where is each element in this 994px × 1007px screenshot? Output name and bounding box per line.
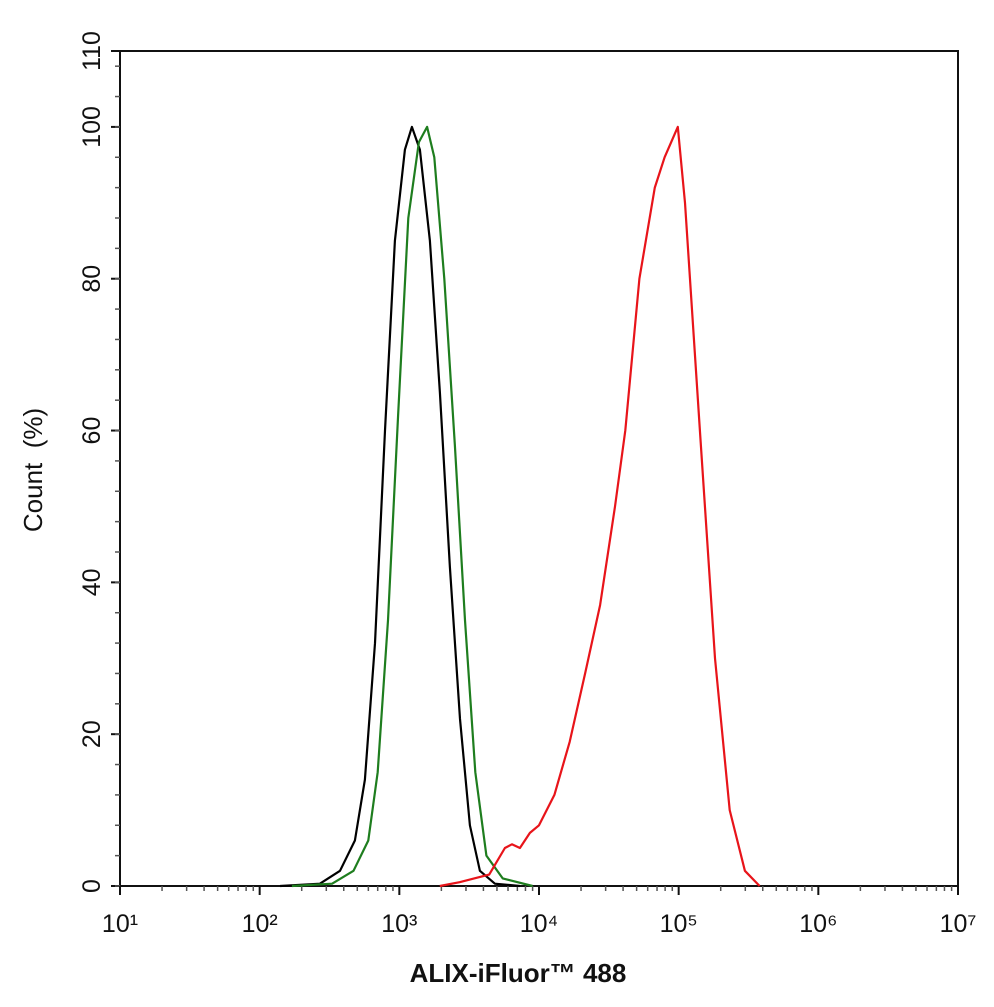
histogram-line [280, 125, 521, 888]
y-tick-label: 60 [78, 417, 106, 445]
x-tick-label: 10³ [381, 910, 417, 938]
x-tick-label: 10⁷ [940, 910, 977, 938]
y-tick-label: 110 [78, 31, 106, 71]
y-tick-label: 0 [78, 879, 106, 893]
y-tick-label: 40 [78, 568, 106, 596]
histogram-line [439, 125, 761, 888]
y-tick-label: 80 [78, 265, 106, 293]
y-axis-title: Count (%) [18, 408, 48, 532]
y-tick-label: 100 [78, 106, 106, 148]
x-tick-label: 10⁴ [520, 910, 559, 938]
x-tick-label: 10⁶ [799, 910, 837, 938]
y-tick-label: 20 [78, 720, 106, 748]
x-tick-label: 10⁵ [660, 910, 698, 938]
x-axis-title: ALIX-iFluor™ 488 [410, 958, 627, 988]
histogram-line [291, 125, 533, 888]
x-tick-label: 10² [242, 910, 278, 938]
plot-frame [119, 50, 959, 887]
x-tick-label: 10¹ [102, 910, 138, 938]
